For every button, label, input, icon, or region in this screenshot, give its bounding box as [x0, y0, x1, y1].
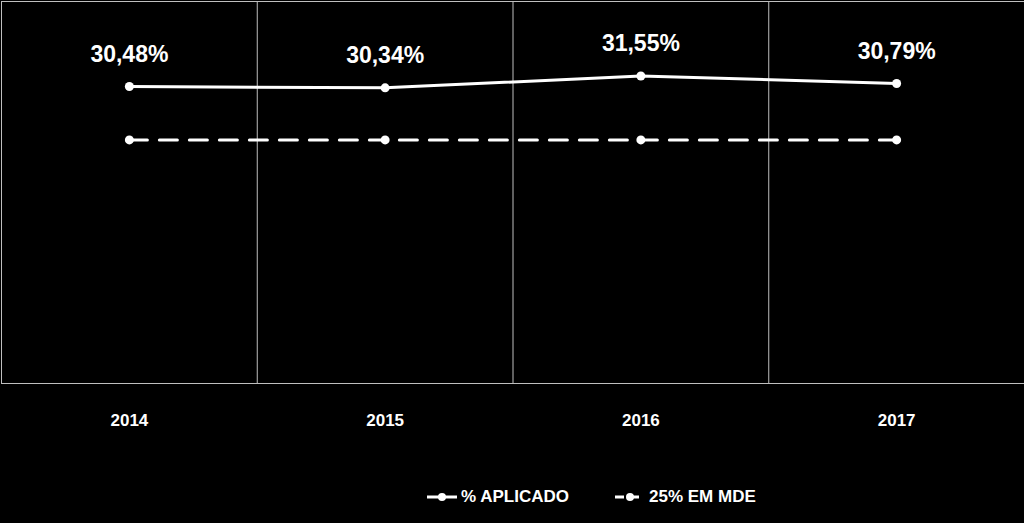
- svg-text:31,55%: 31,55%: [602, 30, 680, 56]
- svg-text:30,48%: 30,48%: [90, 41, 168, 67]
- svg-text:2014: 2014: [110, 411, 148, 430]
- svg-text:2016: 2016: [622, 411, 660, 430]
- html-text:25% EM MDE: 25% EM MDE: [649, 486, 756, 506]
- svg-text:30,34%: 30,34%: [346, 42, 424, 68]
- svg-text:2017: 2017: [878, 411, 916, 430]
- html-text:% APLICADO: % APLICADO: [461, 486, 569, 506]
- svg-text:2015: 2015: [366, 411, 404, 430]
- svg-text:30,79%: 30,79%: [858, 38, 936, 64]
